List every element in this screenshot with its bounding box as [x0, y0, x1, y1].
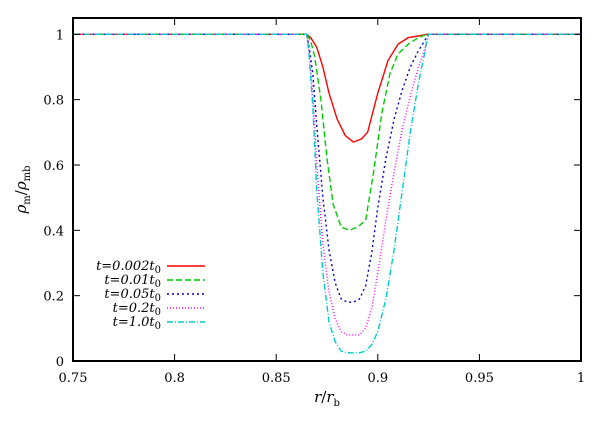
legend-label-4: t=1.0t0: [113, 315, 161, 332]
x-tick-label: 1: [577, 371, 585, 386]
legend-label-0: t=0.002t0: [96, 259, 161, 276]
y-tick-label: 0: [56, 355, 64, 370]
series-line-4: [73, 33, 581, 354]
y-tick-label: 0.8: [43, 94, 64, 109]
y-tick-label: 0.6: [43, 159, 64, 174]
y-tick-label: 0.4: [43, 224, 64, 239]
plot-frame: [72, 17, 582, 362]
x-tick-label: 0.95: [465, 371, 494, 386]
y-axis-label: ρm/ρmb: [12, 165, 33, 214]
series-layer: [73, 33, 581, 354]
legend-label-3: t=0.2t0: [113, 301, 161, 318]
x-tick-label: 0.85: [262, 371, 291, 386]
series-line-2: [73, 33, 581, 303]
series-line-0: [73, 33, 581, 143]
x-tick-label: 0.8: [164, 371, 185, 386]
legend-label-1: t=0.01t0: [104, 273, 161, 290]
y-tick-label: 0.2: [43, 290, 64, 305]
x-tick-label: 0.9: [367, 371, 388, 386]
y-tick-label: 1: [56, 28, 64, 43]
x-axis-label: r/rb: [314, 388, 340, 409]
legend-label-2: t=0.05t0: [104, 287, 161, 304]
series-line-1: [73, 33, 581, 232]
ticks-layer: 0.75 0.8 0.85 0.9 0.95 1 0 0.2 0.4 0.6 0.8 1: [43, 18, 585, 386]
x-tick-label: 0.75: [59, 371, 88, 386]
